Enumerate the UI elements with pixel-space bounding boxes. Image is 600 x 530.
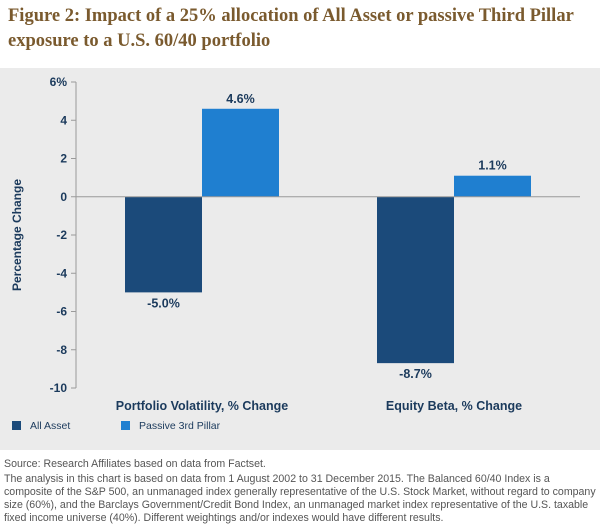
bar xyxy=(202,108,279,197)
data-label: -8.7% xyxy=(399,367,432,381)
y-tick-label: -2 xyxy=(56,228,67,242)
y-axis-title: Percentage Change xyxy=(10,179,24,291)
chart-title: Figure 2: Impact of a 25% allocation of … xyxy=(8,6,574,51)
y-tick-label: -8 xyxy=(56,343,67,357)
source-note: Source: Research Affiliates based on dat… xyxy=(4,458,266,470)
legend-swatch xyxy=(121,421,130,430)
x-category-label: Equity Beta, % Change xyxy=(386,399,522,413)
bar xyxy=(454,175,531,197)
legend-label: All Asset xyxy=(30,420,70,432)
y-tick-label: -10 xyxy=(50,381,68,395)
legend-swatch xyxy=(12,421,21,430)
bar xyxy=(377,196,454,364)
data-label: 1.1% xyxy=(478,159,507,173)
y-tick-label: -4 xyxy=(56,266,67,280)
x-category-label: Portfolio Volatility, % Change xyxy=(116,399,289,413)
analysis-note: The analysis in this chart is based on d… xyxy=(4,473,596,524)
bar-chart: 6% 4 2 0 -2 -4 -6 -8 -10 Percentage Change -5.0% 4.… xyxy=(10,75,580,432)
chart-panel: 6% 4 2 0 -2 -4 -6 -8 -10 Percentage Change -5.0% 4.… xyxy=(0,68,600,450)
y-tick-label: 2 xyxy=(60,152,67,166)
y-tick-label: 0 xyxy=(60,190,67,204)
legend-label: Passive 3rd Pillar xyxy=(139,420,221,432)
y-tick-label: 4 xyxy=(60,113,67,127)
y-tick-label: 6% xyxy=(50,75,68,89)
data-label: -5.0% xyxy=(147,296,180,310)
bar xyxy=(125,196,202,293)
footnotes: Source: Research Affiliates based on dat… xyxy=(4,458,596,527)
y-tick-label: -6 xyxy=(56,305,67,319)
data-label: 4.6% xyxy=(226,92,255,106)
